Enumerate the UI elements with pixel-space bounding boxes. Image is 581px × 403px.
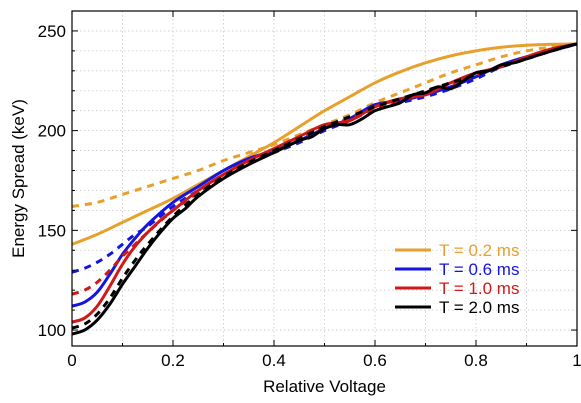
series-dashed-t-0-6-ms bbox=[72, 42, 577, 274]
series-dashed-t-2-0-ms bbox=[72, 42, 577, 330]
series-solid-t-2-0-ms bbox=[72, 42, 577, 336]
x-tick-label: 0.2 bbox=[161, 351, 185, 370]
x-tick-label: 0.6 bbox=[363, 351, 387, 370]
legend-label: T = 2.0 ms bbox=[439, 298, 519, 317]
y-tick-label: 250 bbox=[38, 22, 66, 41]
y-tick-label: 100 bbox=[38, 321, 66, 340]
legend-label: T = 0.6 ms bbox=[439, 260, 519, 279]
legend-label: T = 1.0 ms bbox=[439, 279, 519, 298]
x-axis-title: Relative Voltage bbox=[263, 377, 386, 396]
legend-label: T = 0.2 ms bbox=[439, 241, 519, 260]
y-tick-label: 150 bbox=[38, 221, 66, 240]
y-axis-title: Energy Spread (keV) bbox=[9, 99, 28, 258]
legend: T = 0.2 msT = 0.6 msT = 1.0 msT = 2.0 ms bbox=[395, 241, 519, 317]
series-solid-t-0-2-ms bbox=[72, 42, 577, 246]
x-tick-label: 1 bbox=[572, 351, 581, 370]
x-tick-label: 0.4 bbox=[262, 351, 286, 370]
x-tick-label: 0 bbox=[67, 351, 76, 370]
ticks: 0 0.2 0.4 0.6 0.8 1 100 150 200 250 bbox=[38, 11, 581, 370]
y-tick-label: 200 bbox=[38, 122, 66, 141]
x-tick-label: 0.8 bbox=[464, 351, 488, 370]
series-layer bbox=[72, 42, 577, 336]
